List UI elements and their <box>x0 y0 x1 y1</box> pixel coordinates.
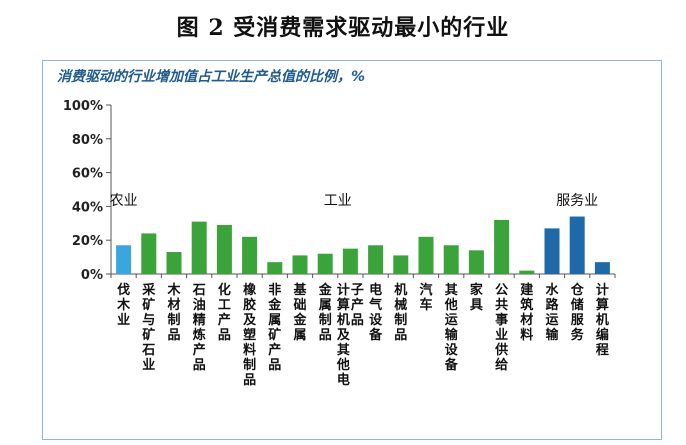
category-label: 石油精炼产品 <box>192 283 206 373</box>
category-label: 家具 <box>470 282 484 313</box>
bar-3 <box>166 252 182 274</box>
y-tick-label: 80% <box>72 133 103 148</box>
sector-label: 农业 <box>110 193 138 209</box>
bar-19 <box>569 216 585 274</box>
y-tick-label: 20% <box>72 234 103 249</box>
chart-container: 消费驱动的行业增加值占工业生产总值的比例，% 0% 20% 40% 60% 80% 100… <box>42 60 662 440</box>
bar-8 <box>292 255 308 274</box>
bar-1 <box>116 245 132 274</box>
bar-7 <box>267 262 283 274</box>
bar-chart: 消费驱动的行业增加值占工业生产总值的比例，% 0% 20% 40% 60% 80% 100… <box>57 68 616 388</box>
chart-subtitle: 消费驱动的行业增加值占工业生产总值的比例，% <box>57 68 365 85</box>
sector-label: 工业 <box>324 193 352 209</box>
bar-5 <box>216 224 232 274</box>
y-tick-label: 60% <box>72 167 103 182</box>
figure-title: 图 2 受消费需求驱动最小的行业 <box>176 15 510 41</box>
category-label: 计算机及其他电子产品 <box>336 282 364 388</box>
sector-label: 服务业 <box>556 193 598 209</box>
bar-16 <box>494 219 510 274</box>
category-label: 水路运输 <box>545 282 559 343</box>
category-label: 机械制品 <box>394 282 407 343</box>
category-labels: 伐木业采矿与矿石业木材制品石油精炼产品化工产品橡胶及塑料制品非金属矿产品基础金属… <box>116 282 609 388</box>
category-label: 非金属矿产品 <box>267 282 282 373</box>
category-label: 基础金属 <box>292 282 307 343</box>
bars <box>116 216 610 274</box>
bar-9 <box>317 253 333 274</box>
category-label: 其他运输设备 <box>444 282 459 373</box>
category-label: 计算机编程 <box>596 282 609 358</box>
sector-group-labels: 农业 工业 服务业 <box>110 193 599 209</box>
y-tick-label: 100% <box>63 99 103 114</box>
bar-11 <box>368 245 384 274</box>
category-label: 伐木业 <box>116 282 131 328</box>
y-tick-label: 0% <box>81 268 103 283</box>
bar-20 <box>594 262 610 274</box>
bar-17 <box>519 270 535 274</box>
bar-15 <box>468 250 484 274</box>
category-label: 木材制品 <box>166 282 181 343</box>
bar-4 <box>191 221 207 274</box>
category-label: 采矿与矿石业 <box>141 282 156 373</box>
category-label: 橡胶及塑料制品 <box>243 282 257 388</box>
bar-10 <box>342 248 358 274</box>
bar-6 <box>242 236 258 274</box>
bar-13 <box>418 236 434 274</box>
bar-12 <box>393 255 409 274</box>
category-label: 汽车 <box>419 282 432 313</box>
category-label: 化工产品 <box>218 282 231 343</box>
category-label: 公共事业供给 <box>494 283 508 373</box>
bar-14 <box>443 245 459 274</box>
y-tick-label: 40% <box>72 200 103 215</box>
category-label: 仓储服务 <box>570 282 585 343</box>
bar-18 <box>544 228 560 274</box>
bar-2 <box>141 233 157 274</box>
category-label: 建筑材料 <box>520 282 533 343</box>
category-label: 金属制品 <box>318 282 333 343</box>
category-label: 电气设备 <box>368 282 383 343</box>
